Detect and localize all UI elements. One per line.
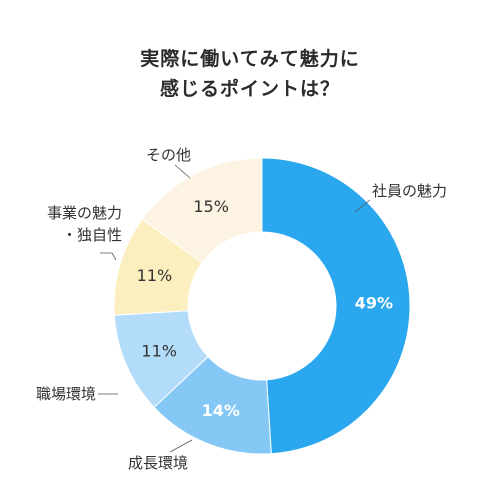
category-label-2: 成長環境 [128,454,188,472]
leader-line-1 [354,199,371,213]
category-label-4-line-1: 事業の魅力 [47,204,122,222]
category-label-5: その他 [146,146,191,164]
chart-title: 実際に働いてみて魅力に 感じるポイントは？ [0,44,500,104]
leader-line-2 [169,439,193,453]
category-label-3-line-1: 職場環境 [36,385,96,403]
value-label-1: 49% [355,293,393,312]
category-label-4: 事業の魅力・独自性 [47,204,122,244]
chart-title-line-1: 実際に働いてみて魅力に [140,48,360,70]
category-label-1-line-1: 社員の魅力 [372,182,447,200]
category-label-1: 社員の魅力 [372,182,447,200]
leader-line-5 [174,164,191,179]
category-label-5-line-1: その他 [146,146,191,164]
value-label-5: 15% [193,197,229,216]
donut-slice-5 [141,157,263,264]
category-label-4-line-2: ・独自性 [62,226,122,244]
value-label-4: 11% [137,266,173,285]
category-label-2-line-1: 成長環境 [128,454,188,472]
value-label-3: 11% [141,341,177,360]
value-label-2: 14% [202,401,240,420]
leader-line-4 [100,252,117,261]
donut-slice-1 [261,157,411,455]
chart-title-line-2: 感じるポイントは？ [159,78,340,100]
category-label-3: 職場環境 [36,385,96,403]
